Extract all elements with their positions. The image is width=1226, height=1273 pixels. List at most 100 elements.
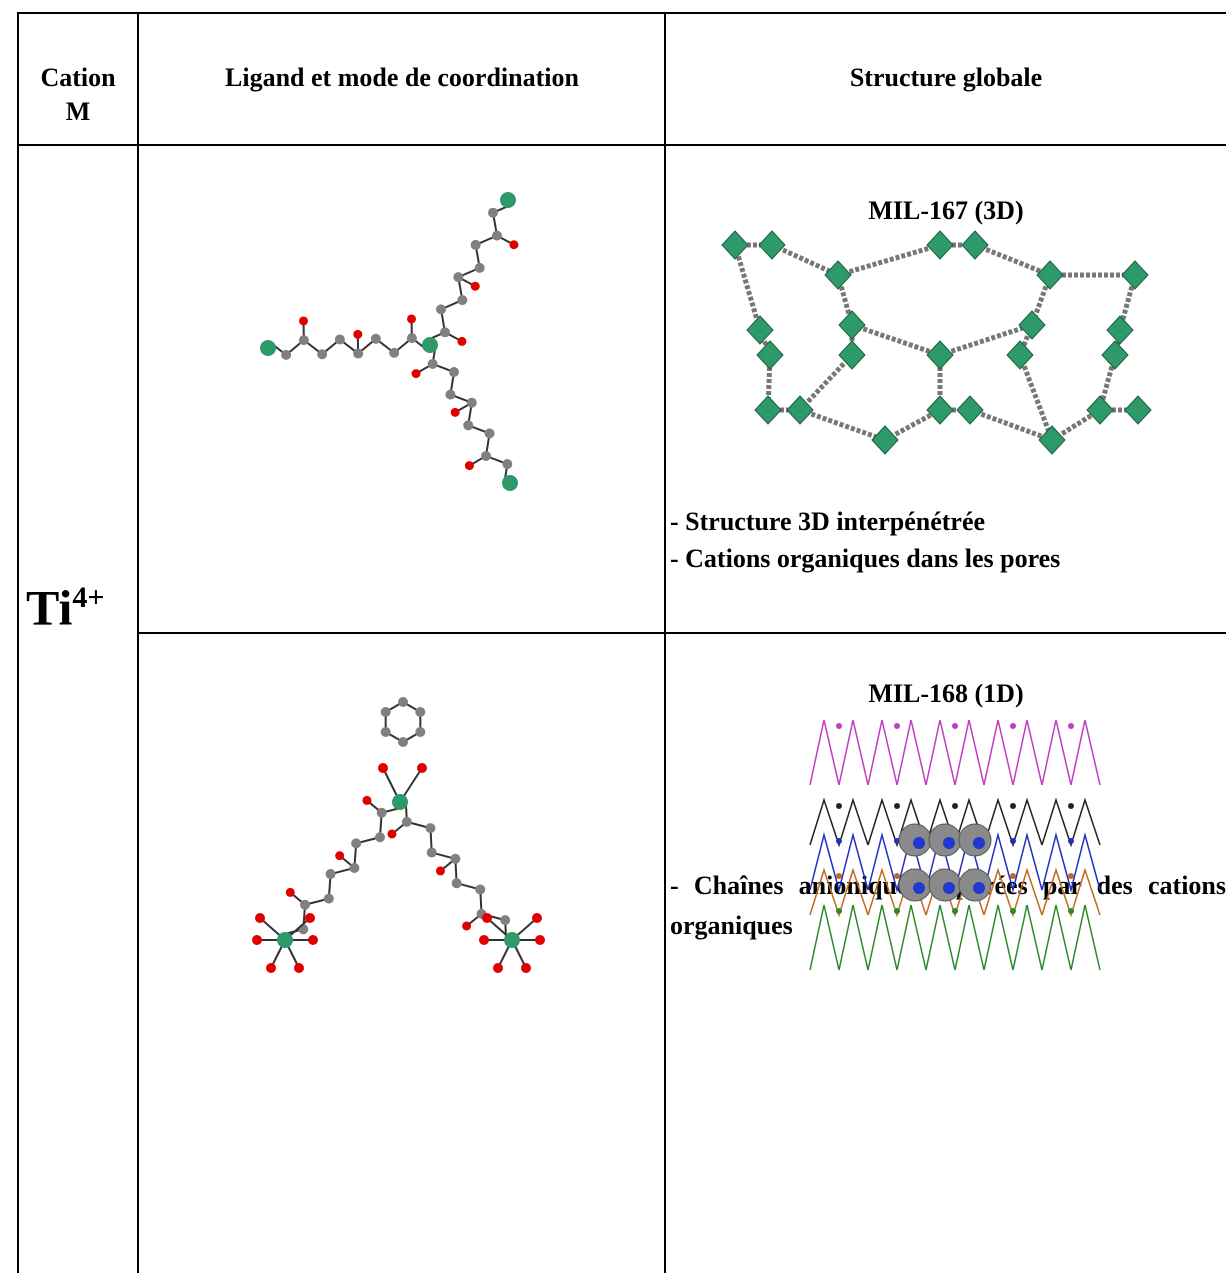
- structure-note: - Cations organiques dans les pores: [670, 544, 1061, 573]
- atom: [334, 334, 345, 345]
- atom: [470, 239, 481, 250]
- atom: [308, 935, 318, 945]
- octahedron: [1086, 395, 1114, 425]
- atom: [323, 893, 334, 904]
- chain: [983, 904, 1043, 971]
- atom: [502, 475, 518, 491]
- atom: [836, 908, 842, 914]
- atom: [294, 963, 304, 973]
- octahedron: [721, 230, 749, 260]
- atom: [521, 963, 531, 973]
- atom: [380, 707, 391, 717]
- header-cell: Ligand et mode de coordination: [225, 63, 579, 92]
- atom: [1010, 803, 1016, 809]
- table-border: [664, 12, 666, 1273]
- atom: [1068, 723, 1074, 729]
- structure-diagram: [809, 719, 1101, 971]
- atom: [398, 737, 408, 747]
- atom: [389, 347, 400, 358]
- atom: [463, 420, 474, 431]
- octahedron: [1124, 395, 1152, 425]
- linker: [757, 329, 773, 356]
- nitrogen: [913, 882, 925, 894]
- atom: [415, 727, 426, 737]
- atom: [362, 795, 372, 805]
- chain: [867, 719, 927, 786]
- atom: [298, 335, 309, 346]
- atom: [411, 369, 421, 379]
- octahedron: [1006, 340, 1034, 370]
- atom: [509, 240, 519, 250]
- octahedron: [1036, 260, 1064, 290]
- chain: [983, 797, 1043, 848]
- atom: [370, 333, 381, 344]
- atom: [450, 407, 460, 417]
- atom: [836, 873, 842, 879]
- linker: [969, 407, 1053, 443]
- atom: [325, 869, 336, 880]
- cation-symbol: Ti: [26, 579, 73, 636]
- table-border: [18, 12, 1226, 14]
- atom: [836, 803, 842, 809]
- atom: [351, 838, 362, 849]
- header-cell: Structure globale: [849, 63, 1043, 92]
- octahedron: [1121, 260, 1149, 290]
- structure-title: MIL-168 (1D): [868, 679, 1024, 708]
- cation: Ti4+: [26, 568, 104, 638]
- octahedron: [838, 340, 866, 370]
- atom: [426, 847, 437, 858]
- atom: [836, 838, 842, 844]
- table-border: [138, 632, 1226, 634]
- atom: [1010, 838, 1016, 844]
- atom: [378, 763, 388, 773]
- linker: [837, 242, 941, 278]
- atom: [466, 397, 477, 408]
- atom: [952, 908, 958, 914]
- atom: [470, 281, 480, 291]
- atom: [457, 295, 468, 306]
- atom: [440, 327, 451, 338]
- octahedron: [838, 310, 866, 340]
- chain: [867, 797, 927, 848]
- atom: [894, 723, 900, 729]
- atom: [462, 921, 472, 931]
- table-border: [137, 12, 139, 1273]
- octahedron: [746, 315, 774, 345]
- structure-note: - Structure 3D interpénétrée: [670, 507, 986, 536]
- octahedron: [956, 395, 984, 425]
- chain: [983, 719, 1043, 786]
- atom: [285, 887, 295, 897]
- ligand-diagram: [260, 192, 519, 491]
- chain: [1041, 719, 1101, 786]
- atom: [535, 935, 545, 945]
- atom: [1068, 803, 1074, 809]
- nitrogen: [943, 882, 955, 894]
- atom: [894, 838, 900, 844]
- chain: [1041, 797, 1101, 848]
- atom: [407, 314, 417, 324]
- atom: [392, 794, 408, 810]
- atom: [380, 727, 391, 737]
- atom: [281, 349, 292, 360]
- atom: [493, 963, 503, 973]
- nitrogen: [973, 837, 985, 849]
- atom: [453, 272, 464, 283]
- atom: [374, 832, 385, 843]
- chain: [809, 719, 869, 786]
- atom: [504, 932, 520, 948]
- octahedron: [824, 260, 852, 290]
- atom: [449, 367, 460, 378]
- atom: [376, 807, 387, 818]
- chain: [983, 867, 1043, 918]
- header-cell: Cation M: [40, 63, 116, 126]
- linker: [732, 244, 763, 331]
- octahedron: [758, 230, 786, 260]
- atom: [300, 899, 311, 910]
- atom: [422, 337, 438, 353]
- chain: [1041, 867, 1101, 918]
- chain: [809, 904, 869, 971]
- atom: [894, 803, 900, 809]
- chain: [1041, 904, 1101, 971]
